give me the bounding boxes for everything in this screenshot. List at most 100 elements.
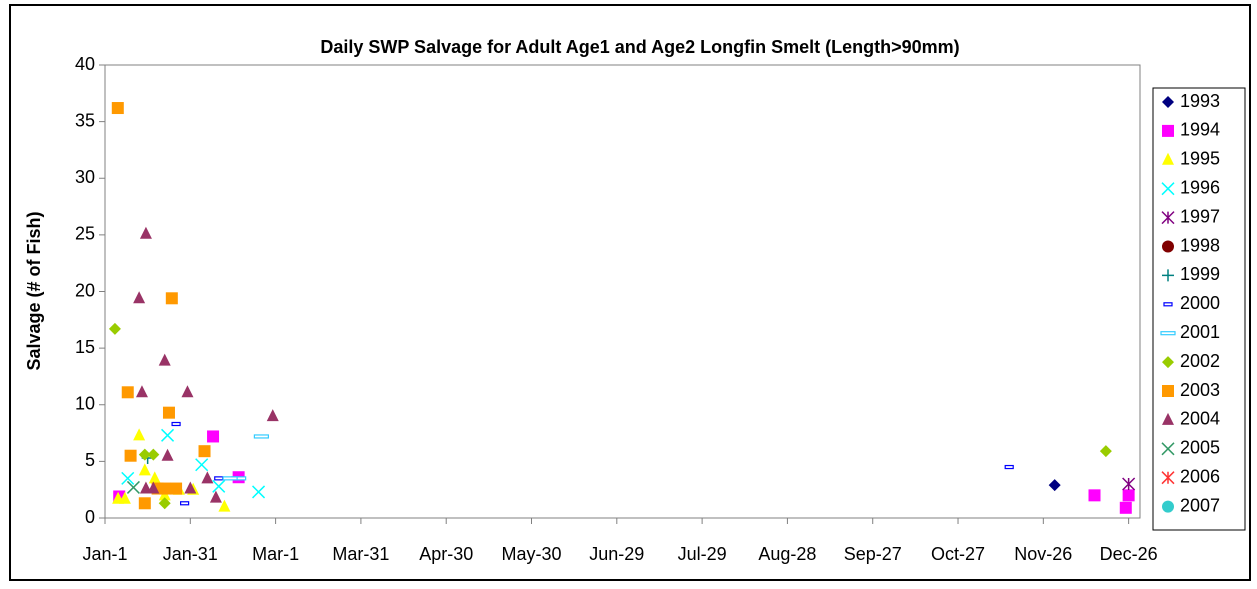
marker-star <box>1161 471 1175 485</box>
marker-square <box>138 497 151 510</box>
marker-triangle <box>201 471 214 484</box>
legend-label: 1998 <box>1180 235 1220 255</box>
legend-label: 2002 <box>1180 351 1220 371</box>
legend-label: 2001 <box>1180 322 1220 342</box>
x-tick-label: Jan-1 <box>82 544 127 564</box>
marker-triangle <box>118 491 131 504</box>
x-tick-label: Mar-31 <box>332 544 389 564</box>
y-axis-label: Salvage (# of Fish) <box>24 211 44 370</box>
x-tick-label: Oct-27 <box>931 544 985 564</box>
marker-x <box>161 428 175 442</box>
chart-title: Daily SWP Salvage for Adult Age1 and Age… <box>320 37 959 57</box>
marker-x <box>1161 442 1175 456</box>
marker-triangle <box>133 291 146 304</box>
x-tick-label: Nov-26 <box>1014 544 1072 564</box>
y-tick-label: 0 <box>85 507 95 527</box>
marker-dash <box>180 501 190 506</box>
x-tick-label: Jul-29 <box>678 544 727 564</box>
legend-label: 1995 <box>1180 149 1220 169</box>
marker-triangle <box>158 353 171 366</box>
marker-dash <box>171 421 181 427</box>
marker-triangle <box>181 385 194 398</box>
marker-dash <box>222 476 238 481</box>
marker-square <box>207 430 220 443</box>
marker-plus <box>1162 269 1174 282</box>
legend-label: 1999 <box>1180 264 1220 284</box>
marker-triangle <box>209 490 222 503</box>
y-tick-label: 20 <box>75 280 95 300</box>
marker-circle <box>1162 500 1174 513</box>
marker-triangle <box>1162 152 1174 165</box>
marker-dash <box>253 434 269 439</box>
x-tick-label: Apr-30 <box>419 544 473 564</box>
marker-diamond <box>1162 96 1174 108</box>
marker-star <box>1122 477 1136 491</box>
legend-label: 2006 <box>1180 466 1220 486</box>
marker-diamond <box>1048 479 1061 492</box>
marker-square <box>1162 124 1174 137</box>
y-tick-label: 40 <box>75 54 95 74</box>
legend-label: 1993 <box>1180 91 1220 111</box>
marker-triangle <box>135 385 148 398</box>
legend-label: 1994 <box>1180 120 1220 140</box>
plot-area <box>104 64 1141 519</box>
marker-diamond <box>147 448 160 461</box>
x-tick-label: Sep-27 <box>844 544 902 564</box>
legend-label: 2000 <box>1180 293 1220 313</box>
marker-square <box>170 482 183 495</box>
marker-square <box>198 445 211 458</box>
marker-x <box>252 485 266 499</box>
marker-triangle <box>1162 412 1174 425</box>
marker-diamond <box>158 497 171 510</box>
y-tick-label: 25 <box>75 224 95 244</box>
marker-square <box>1088 489 1101 502</box>
marker-diamond <box>1099 445 1112 458</box>
marker-dash <box>1160 331 1176 336</box>
y-tick-label: 35 <box>75 110 95 130</box>
x-tick-label: Jan-31 <box>163 544 218 564</box>
marker-dash <box>1004 464 1014 470</box>
marker-square <box>162 406 175 419</box>
legend-label: 2003 <box>1180 380 1220 400</box>
marker-diamond <box>138 448 151 461</box>
x-tick-label: Aug-28 <box>758 544 816 564</box>
marker-triangle <box>148 471 161 484</box>
marker-square <box>121 386 134 399</box>
marker-dash <box>1163 302 1173 307</box>
x-tick-label: Dec-26 <box>1100 544 1158 564</box>
marker-circle <box>1162 240 1174 253</box>
marker-diamond <box>108 322 121 335</box>
marker-square <box>1122 489 1135 502</box>
marker-square <box>111 102 124 115</box>
marker-square <box>1162 385 1174 397</box>
x-tick-label: Jun-29 <box>589 544 644 564</box>
y-tick-label: 5 <box>85 450 95 470</box>
marker-triangle <box>139 226 152 239</box>
marker-triangle <box>184 481 197 494</box>
marker-triangle <box>266 409 279 422</box>
marker-x <box>212 479 226 493</box>
x-tick-label: Mar-1 <box>252 544 299 564</box>
marker-triangle <box>147 481 160 494</box>
marker-dash <box>214 476 224 481</box>
marker-x <box>1161 182 1175 196</box>
marker-diamond <box>1162 356 1174 369</box>
y-tick-label: 15 <box>75 337 95 357</box>
legend-label: 2007 <box>1180 495 1220 515</box>
y-tick-label: 10 <box>75 394 95 414</box>
marker-triangle <box>138 463 151 476</box>
legend-label: 1996 <box>1180 177 1220 197</box>
marker-triangle <box>161 448 174 461</box>
marker-square <box>1119 501 1132 514</box>
marker-square <box>165 292 178 305</box>
legend-label: 2004 <box>1180 409 1220 429</box>
marker-star <box>1161 211 1175 225</box>
marker-x <box>121 471 135 485</box>
marker-x <box>126 480 140 494</box>
marker-x <box>195 458 209 472</box>
marker-triangle <box>218 499 231 512</box>
marker-square <box>124 449 137 462</box>
marker-triangle <box>133 428 146 441</box>
legend-label: 1997 <box>1180 206 1220 226</box>
